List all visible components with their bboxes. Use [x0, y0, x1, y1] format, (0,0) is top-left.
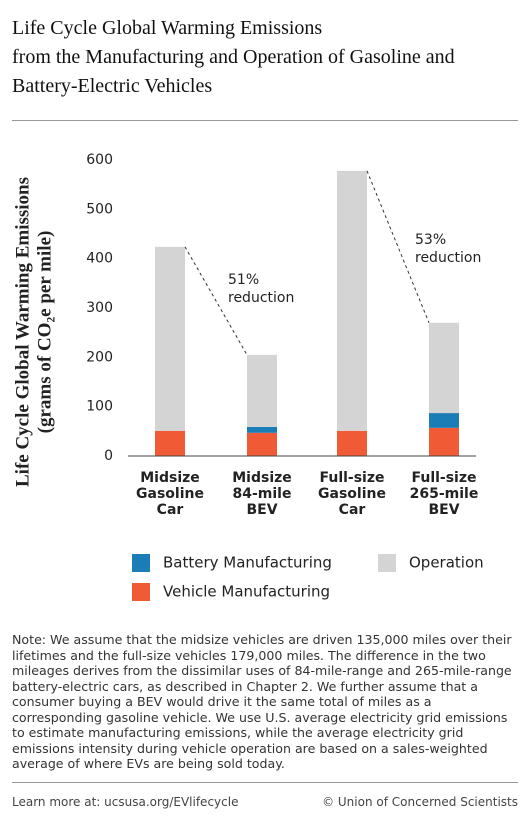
- x-tick-label: BEV: [246, 502, 277, 518]
- bar-segment: [247, 432, 277, 456]
- divider: [12, 120, 518, 121]
- y-axis-label: (grams of CO₂e per mile): [34, 231, 55, 434]
- x-tick-label: Car: [157, 502, 184, 518]
- x-tick-label: BEV: [428, 502, 459, 518]
- legend-label: Battery Manufacturing: [163, 554, 332, 572]
- y-axis-label: Life Cycle Global Warming Emissions: [12, 177, 33, 487]
- title-line: from the Manufacturing and Operation of …: [12, 46, 455, 68]
- footer-credit: © Union of Concerned Scientists: [322, 795, 518, 809]
- bar-segment: [247, 426, 277, 433]
- title: Life Cycle Global Warming Emissions from …: [12, 14, 522, 101]
- y-tick-label: 100: [86, 399, 113, 415]
- x-tick-label: Full-size: [319, 470, 384, 486]
- legend-swatch: [378, 554, 396, 572]
- x-tick-label: Gasoline: [136, 486, 204, 502]
- x-tick-label: Full-size: [411, 470, 476, 486]
- y-tick-label: 600: [86, 152, 113, 168]
- bar-segment: [429, 322, 459, 414]
- annotation: 53%: [415, 232, 446, 248]
- bar-segment: [155, 430, 185, 456]
- x-tick-label: 84-mile: [233, 486, 292, 502]
- x-tick-label: Gasoline: [318, 486, 386, 502]
- y-tick-label: 500: [86, 201, 113, 217]
- x-tick-label: Midsize: [232, 470, 292, 486]
- legend-label: Vehicle Manufacturing: [163, 583, 330, 601]
- connector: [184, 246, 248, 356]
- bar-segment: [337, 170, 367, 431]
- bar-segment: [247, 354, 277, 427]
- divider: [12, 782, 518, 783]
- x-tick-label: Car: [339, 502, 366, 518]
- annotation: reduction: [228, 290, 294, 306]
- chart: 0 100 200 300 400 500 600 Life Cycle Global War…: [12, 152, 484, 601]
- annotation: 51%: [228, 272, 259, 288]
- title-line: Life Cycle Global Warming Emissions: [12, 17, 323, 39]
- note: Note: We assume that the midsize vehicle…: [12, 632, 512, 771]
- y-tick-label: 200: [86, 349, 113, 365]
- legend-swatch: [132, 554, 150, 572]
- legend-label: Operation: [409, 554, 484, 572]
- bar-segment: [429, 413, 459, 428]
- y-tick-label: 400: [86, 251, 113, 267]
- legend-swatch: [132, 583, 150, 601]
- bar-segment: [429, 427, 459, 456]
- annotation: reduction: [415, 250, 481, 266]
- bar-segment: [155, 246, 185, 431]
- y-tick-label: 300: [86, 300, 113, 316]
- title-line: Battery-Electric Vehicles: [12, 75, 213, 97]
- y-tick-label: 0: [104, 448, 113, 464]
- bar-segment: [337, 430, 367, 456]
- footer-link: Learn more at: ucsusa.org/EVlifecycle: [12, 795, 239, 809]
- x-tick-label: Midsize: [140, 470, 200, 486]
- x-tick-label: 265-mile: [410, 486, 479, 502]
